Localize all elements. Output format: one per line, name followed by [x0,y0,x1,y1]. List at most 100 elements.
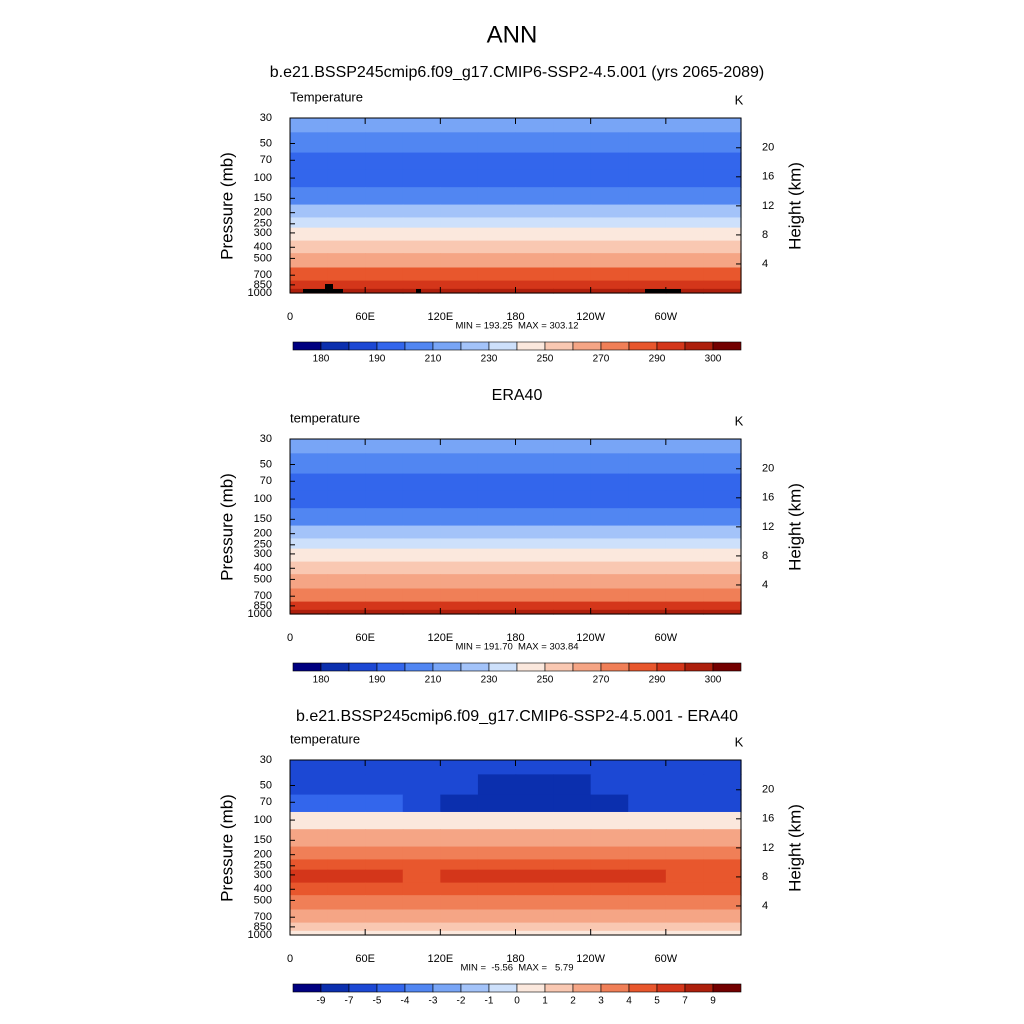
field-cell [290,473,329,492]
left-label: temperature [290,731,360,746]
y-tick-label: 500 [254,894,272,906]
field-cell [477,574,517,590]
panel: b.e21.BSSP245cmip6.f09_g17.CMIP6-SSP2-4.… [217,64,804,364]
y-tick-label: 150 [254,513,272,525]
colorbar-label: 300 [705,354,722,365]
field-cell [327,601,366,611]
field-cell [703,473,742,492]
field-cell [515,288,554,294]
field-cell [703,169,742,188]
y-tick-label: 700 [254,269,272,281]
y-tick-label: 1000 [248,608,272,620]
field-cell [553,882,592,896]
field-cell [628,525,667,540]
field-cell [440,439,479,454]
y2-tick-label: 20 [762,784,774,796]
field-cell [327,909,366,924]
field-cell [553,574,592,590]
field-cell [590,922,629,932]
colorbar-label: 210 [425,354,442,365]
field-cell [477,118,517,133]
field-cell [290,760,329,775]
field-cell [703,118,742,133]
y2-axis-label: Height (km) [785,162,804,250]
field-cell [515,922,554,932]
field-cell [365,609,404,615]
field-cell [515,760,554,775]
field-cell [365,561,404,575]
field-cell [628,217,667,229]
colorbar-box [432,983,462,993]
field-cell [327,217,366,229]
field-cell [553,169,592,188]
field-cell [665,548,705,563]
field-cell [327,895,366,911]
field-cell [440,829,479,848]
field-cell [440,118,479,133]
field-cell [440,574,479,590]
field-cell [665,240,705,254]
colorbar-box [516,341,546,351]
field-cell [477,453,517,475]
field-cell [477,588,517,603]
colorbar-box [320,341,350,351]
field-cell [440,930,479,936]
y-axis-label: Pressure (mb) [217,473,236,581]
colorbar-box [348,983,378,993]
field-cell [703,846,742,861]
field-cell [553,280,592,290]
field-cell [477,811,517,830]
y-tick-label: 250 [254,539,272,551]
field-cell [327,869,366,884]
field-cell [628,473,667,492]
field-cell [365,280,404,290]
field-cell [590,267,629,282]
colorbar-label: -4 [401,996,410,1007]
field-cell [590,774,629,796]
field-cell [665,169,705,188]
field-cell [365,601,404,611]
field-cell [628,561,667,575]
field-cell [665,217,705,229]
colorbar-label: 2 [570,996,576,1007]
y-tick-label: 100 [254,814,272,826]
field-cell [515,204,554,219]
field-cell [628,508,667,527]
field-cell [365,453,404,475]
y-tick-label: 400 [254,562,272,574]
field-cell [665,561,705,575]
colorbar-box [460,662,490,672]
field-cell [703,774,742,796]
field-cell [327,548,366,563]
y2-tick-label: 20 [762,463,774,475]
field-cell [440,561,479,575]
field-cell [365,253,404,269]
field-cell [365,525,404,540]
field-cell [440,774,479,796]
colorbar-box [348,662,378,672]
field-cell [477,217,517,229]
field-cell [290,227,329,242]
colorbar-box [712,662,742,672]
colorbar-box [488,983,518,993]
field-cell [703,525,742,540]
y-tick-label: 400 [254,883,272,895]
field-cell [590,588,629,603]
field-cell [665,152,705,171]
field-cell [290,846,329,861]
y-tick-label: 50 [260,458,272,470]
y-axis-label: Pressure (mb) [217,794,236,902]
field-cell [402,227,441,242]
field-cell [327,609,366,615]
field-cell [628,538,667,550]
field-cell [628,267,667,282]
field-cell [553,811,592,830]
field-cell [327,774,366,796]
field-cell [665,609,705,615]
field-cell [440,152,479,171]
field-cell [665,760,705,775]
topography [416,289,421,293]
field-cell [628,829,667,848]
field-cell [703,217,742,229]
field-cell [402,253,441,269]
